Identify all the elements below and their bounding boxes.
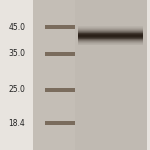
Bar — [33, 0, 147, 150]
Bar — [78, 27, 142, 28]
Bar — [78, 44, 142, 45]
Bar — [78, 31, 142, 32]
Bar — [78, 34, 142, 35]
Bar — [78, 42, 142, 43]
Text: 25.0: 25.0 — [8, 85, 25, 94]
Bar — [45, 25, 75, 29]
Bar — [78, 37, 142, 38]
Bar — [78, 43, 142, 44]
Bar — [78, 29, 142, 30]
Bar — [78, 40, 142, 41]
Bar — [78, 38, 142, 39]
Bar — [78, 28, 142, 29]
Bar — [78, 30, 142, 31]
Bar — [78, 31, 142, 32]
Bar — [45, 88, 75, 92]
Bar — [78, 44, 142, 45]
Bar — [78, 39, 142, 40]
Bar — [78, 32, 142, 33]
Bar — [45, 121, 75, 125]
Bar — [78, 36, 142, 37]
Bar — [78, 42, 142, 43]
Bar — [78, 36, 142, 37]
Bar — [78, 41, 142, 42]
Text: 45.0: 45.0 — [8, 22, 25, 32]
Text: 18.4: 18.4 — [8, 118, 25, 127]
Bar — [78, 33, 142, 34]
Bar — [78, 35, 142, 36]
Bar — [78, 38, 142, 39]
Bar — [78, 32, 142, 33]
Bar — [78, 43, 142, 44]
Text: 35.0: 35.0 — [8, 50, 25, 58]
Bar — [45, 52, 75, 56]
Bar — [78, 30, 142, 31]
Bar — [33, 0, 75, 150]
Bar — [78, 37, 142, 38]
Bar — [78, 26, 142, 27]
